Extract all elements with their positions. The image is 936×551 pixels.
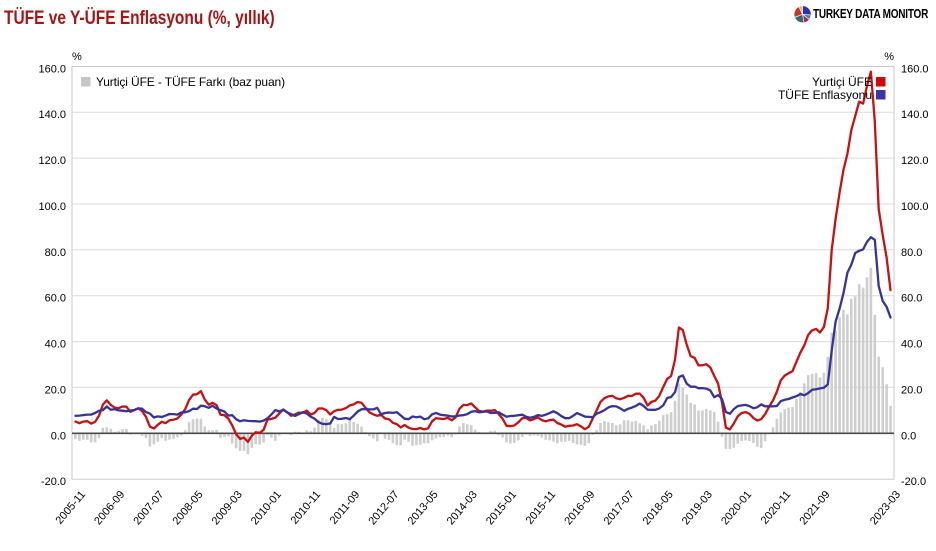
svg-text:TURKEY DATA MONITOR: TURKEY DATA MONITOR (813, 7, 929, 22)
svg-text:60.0: 60.0 (45, 293, 66, 305)
svg-text:TÜFE Enflasyonu: TÜFE Enflasyonu (778, 88, 872, 102)
svg-text:40.0: 40.0 (45, 339, 66, 351)
svg-text:%: % (884, 51, 894, 63)
svg-text:60.0: 60.0 (901, 293, 922, 305)
svg-text:140.0: 140.0 (38, 109, 66, 121)
svg-text:160.0: 160.0 (901, 63, 929, 75)
svg-text:%: % (72, 51, 82, 63)
svg-text:100.0: 100.0 (901, 201, 929, 213)
svg-text:40.0: 40.0 (901, 339, 922, 351)
svg-text:160.0: 160.0 (38, 63, 66, 75)
svg-text:0.0: 0.0 (51, 430, 66, 442)
svg-text:20.0: 20.0 (45, 384, 66, 396)
svg-text:TÜFE ve Y-ÜFE Enflasyonu (%, y: TÜFE ve Y-ÜFE Enflasyonu (%, yıllık) (4, 6, 275, 28)
svg-text:Yurtiçi ÜFE: Yurtiçi ÜFE (812, 75, 872, 89)
svg-text:20.0: 20.0 (901, 384, 922, 396)
svg-text:120.0: 120.0 (38, 155, 66, 167)
svg-text:-20.0: -20.0 (901, 476, 926, 488)
svg-text:140.0: 140.0 (901, 109, 929, 121)
svg-text:100.0: 100.0 (38, 201, 66, 213)
svg-text:Yurtiçi ÜFE - TÜFE Farkı (baz: Yurtiçi ÜFE - TÜFE Farkı (baz puan) (96, 75, 285, 89)
svg-text:120.0: 120.0 (901, 155, 929, 167)
svg-text:-20.0: -20.0 (41, 476, 66, 488)
svg-text:80.0: 80.0 (45, 247, 66, 259)
svg-text:0.0: 0.0 (901, 430, 916, 442)
svg-text:80.0: 80.0 (901, 247, 922, 259)
